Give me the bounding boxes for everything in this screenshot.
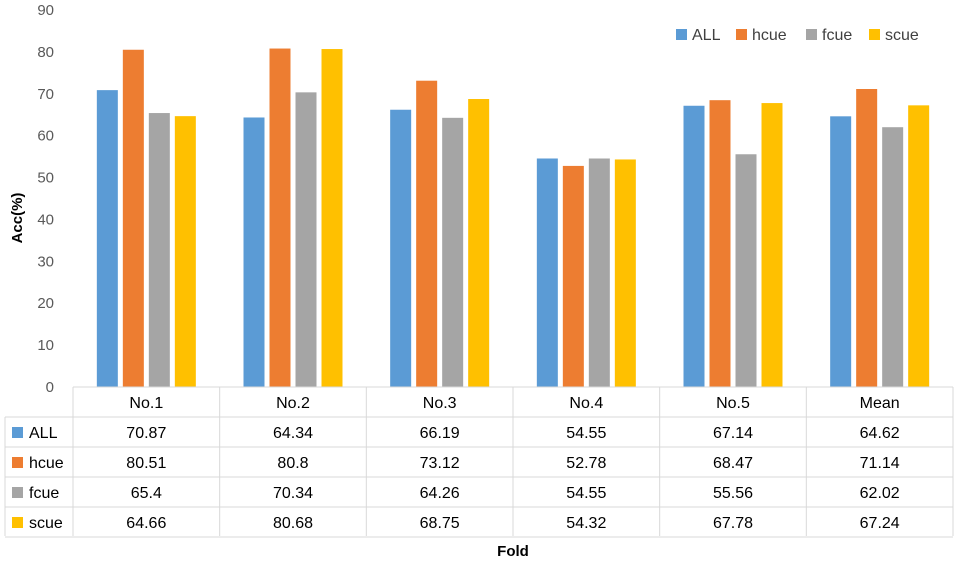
table-cell: 54.32 — [566, 515, 606, 532]
data-table: No.1 No.2 No.3 No.4 No.5 Mean ALL 70.87 64.34 66.… — [4, 386, 954, 538]
legend-key — [869, 29, 880, 40]
legend-key — [736, 29, 747, 40]
bar-ALL-Mean — [830, 116, 852, 388]
x-tick-label: No.2 — [276, 395, 310, 412]
table-cell: 64.62 — [860, 425, 900, 442]
table-cell: 68.47 — [713, 455, 753, 472]
table-legend-key — [12, 427, 23, 438]
table-series-label: scue — [29, 515, 63, 532]
table-cell: 80.51 — [126, 455, 166, 472]
bar-fcue-No.3 — [442, 117, 464, 388]
bar-ALL-No.2 — [243, 117, 265, 388]
table-cell: 67.24 — [860, 515, 900, 532]
y-tick-label: 90 — [37, 2, 54, 19]
bar-hcue-No.4 — [562, 165, 584, 387]
table-cell: 64.34 — [273, 425, 313, 442]
bar-hcue-No.2 — [269, 48, 291, 387]
bar-fcue-Mean — [882, 127, 904, 387]
table-cell: 70.34 — [273, 485, 313, 502]
y-tick-label: 30 — [37, 253, 54, 270]
legend-label: hcue — [752, 27, 787, 44]
x-tick-label: No.4 — [569, 395, 603, 412]
x-tick-label: No.3 — [423, 395, 457, 412]
legend-key — [676, 29, 687, 40]
table-cell: 80.68 — [273, 515, 313, 532]
x-tick-label: No.5 — [716, 395, 750, 412]
bar-scue-No.5 — [761, 103, 783, 387]
table-legend-key — [12, 517, 23, 528]
legend: ALL hcue fcue scue — [676, 27, 919, 44]
legend-label: fcue — [822, 27, 852, 44]
bar-hcue-No.5 — [709, 100, 731, 388]
bar-ALL-No.4 — [536, 158, 558, 387]
x-tick-label: No.1 — [129, 395, 163, 412]
table-cell: 66.19 — [420, 425, 460, 442]
table-cell: 64.26 — [420, 485, 460, 502]
bar-fcue-No.2 — [295, 92, 317, 388]
bar-hcue-No.1 — [122, 49, 144, 387]
table-cell: 52.78 — [566, 455, 606, 472]
legend-label: scue — [885, 27, 919, 44]
table-cell: 55.56 — [713, 485, 753, 502]
table-cell: 70.87 — [126, 425, 166, 442]
y-axis-title: Acc(%) — [9, 193, 26, 244]
table-cell: 67.78 — [713, 515, 753, 532]
y-tick-label: 10 — [37, 337, 54, 354]
table-cell: 64.66 — [126, 515, 166, 532]
table-legend-key — [12, 457, 23, 468]
table-series-label: hcue — [29, 455, 64, 472]
bar-hcue-Mean — [856, 89, 878, 387]
y-tick-label: 20 — [37, 295, 54, 312]
table-cell: 71.14 — [860, 455, 900, 472]
bar-fcue-No.4 — [588, 158, 610, 387]
table-cell: 54.55 — [566, 425, 606, 442]
bar-scue-No.4 — [614, 159, 636, 387]
table-legend-key — [12, 487, 23, 498]
bar-hcue-No.3 — [416, 80, 438, 388]
y-tick-label: 50 — [37, 170, 54, 187]
bar-ALL-No.1 — [96, 90, 118, 387]
legend-key — [806, 29, 817, 40]
y-tick-label: 40 — [37, 211, 54, 228]
bar-scue-No.2 — [321, 49, 343, 388]
table-cell: 65.4 — [131, 485, 162, 502]
table-cell: 67.14 — [713, 425, 753, 442]
bar-scue-No.1 — [174, 116, 196, 387]
table-cell: 62.02 — [860, 485, 900, 502]
table-cell: 80.8 — [277, 455, 308, 472]
table-cell: 68.75 — [420, 515, 460, 532]
bar-scue-Mean — [908, 105, 930, 387]
bar-fcue-No.1 — [148, 113, 170, 388]
y-tick-label: 60 — [37, 128, 54, 145]
table-series-label: fcue — [29, 485, 59, 502]
bar-scue-No.3 — [468, 99, 490, 387]
table-series-label: ALL — [29, 425, 58, 442]
bar-fcue-No.5 — [735, 154, 757, 387]
table-cell: 54.55 — [566, 485, 606, 502]
y-tick-label: 80 — [37, 44, 54, 61]
x-axis-title: Fold — [497, 543, 529, 560]
y-tick-label: 70 — [37, 86, 54, 103]
y-axis: 0 10 20 30 40 50 60 70 80 90 — [37, 2, 54, 396]
bars — [96, 48, 930, 388]
bar-ALL-No.3 — [390, 109, 412, 388]
y-tick-label: 0 — [46, 379, 54, 396]
x-tick-label: Mean — [860, 395, 900, 412]
table-cell: 73.12 — [420, 455, 460, 472]
bar-ALL-No.5 — [683, 105, 705, 388]
legend-label: ALL — [692, 27, 721, 44]
